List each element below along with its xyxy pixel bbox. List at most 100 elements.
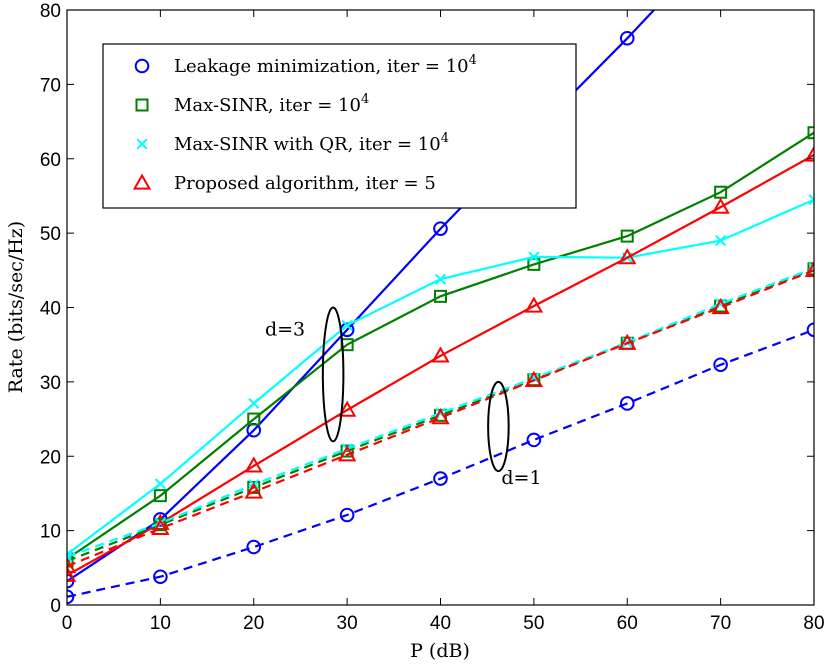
series-layer	[67, 10, 814, 605]
annotation-label: d=3	[265, 319, 305, 341]
y-tick-label: 80	[40, 1, 61, 22]
legend-marker	[135, 98, 149, 112]
y-tick-label: 70	[40, 75, 61, 96]
x-tick-label: 50	[523, 613, 544, 634]
data-point	[808, 194, 814, 206]
data-point	[337, 445, 357, 462]
data-point	[67, 556, 77, 573]
legend-label: Leakage minimization, iter = 104	[174, 53, 477, 77]
annotation-ellipse	[487, 380, 510, 473]
data-point	[807, 126, 814, 140]
legend-label: Max-SINR, iter = 104	[174, 92, 369, 116]
data-point	[67, 548, 73, 560]
legend-marker	[132, 173, 152, 190]
series-3	[67, 145, 814, 582]
data-point	[154, 478, 166, 490]
data-point	[619, 30, 635, 46]
data-point	[431, 346, 450, 363]
y-tick-label: 50	[40, 224, 61, 245]
data-point	[713, 357, 728, 373]
y-tick-label: 20	[40, 447, 61, 468]
x-tick-label: 20	[243, 613, 264, 634]
legend-entry: Max-SINR with QR, iter = 104	[136, 131, 449, 155]
data-point	[431, 408, 450, 425]
data-point	[151, 513, 170, 530]
legend-entry: Proposed algorithm, iter = 5	[132, 173, 436, 194]
series-4	[67, 322, 814, 605]
data-point	[711, 297, 730, 315]
legend-marker	[136, 138, 148, 150]
y-tick-label: 40	[40, 299, 61, 320]
data-point	[153, 489, 167, 503]
data-point	[620, 229, 634, 243]
series-line	[67, 10, 656, 583]
y-tick-label: 60	[40, 150, 61, 171]
x-tick-label: 80	[803, 613, 824, 634]
data-point	[244, 456, 263, 473]
tick-layer: 0 10 20 30 40 50 60 70 80 0 10 20 30 40 50 60 70 80	[40, 1, 825, 634]
y-tick-label: 30	[40, 373, 61, 394]
series-2	[67, 194, 814, 560]
data-point	[153, 569, 168, 585]
data-point	[526, 432, 542, 448]
x-tick-label: 40	[430, 613, 451, 634]
x-tick-label: 10	[150, 613, 171, 634]
data-point	[247, 412, 261, 426]
data-point	[715, 235, 727, 247]
data-point	[528, 251, 540, 263]
annotation-layer: d=3 d=1	[265, 306, 542, 489]
data-point	[434, 289, 447, 303]
data-point	[524, 296, 544, 313]
data-point	[248, 397, 260, 409]
legend-label: Max-SINR with QR, iter = 104	[174, 131, 449, 155]
data-point	[67, 551, 73, 563]
data-point	[67, 554, 74, 568]
data-point	[339, 507, 355, 523]
data-point	[434, 273, 447, 285]
data-point	[337, 400, 357, 417]
y-axis-label: Rate (bits/sec/Hz)	[5, 221, 27, 393]
data-point	[341, 319, 353, 331]
legend: Leakage minimization, iter = 104 Max-SINR…	[102, 43, 577, 209]
legend-entry: Max-SINR, iter = 104	[135, 92, 369, 116]
y-tick-label: 0	[50, 596, 61, 617]
data-point	[524, 370, 544, 388]
series-line	[67, 328, 814, 598]
data-point	[433, 221, 448, 236]
data-point	[67, 565, 77, 582]
data-point	[804, 145, 814, 162]
data-point	[619, 396, 635, 411]
x-tick-label: 30	[337, 613, 358, 634]
series-5	[67, 262, 814, 568]
series-line	[67, 267, 814, 563]
data-point	[246, 539, 262, 555]
series-line	[67, 154, 814, 577]
x-axis-label: P (dB)	[410, 640, 470, 662]
x-tick-label: 0	[62, 613, 73, 634]
x-tick-label: 70	[710, 613, 731, 634]
data-point	[807, 262, 814, 276]
legend-box	[102, 43, 577, 209]
legend-entry: Leakage minimization, iter = 104	[134, 53, 477, 77]
y-tick-label: 10	[40, 522, 61, 543]
data-point	[618, 333, 637, 350]
data-point	[711, 197, 730, 214]
data-point	[618, 248, 637, 265]
annotation-label: d=1	[501, 467, 541, 489]
x-tick-label: 60	[617, 613, 638, 634]
legend-marker	[134, 58, 150, 74]
annotation-ellipse	[321, 306, 345, 443]
data-point	[806, 322, 814, 338]
series-7	[67, 260, 814, 573]
data-point	[527, 257, 541, 271]
data-point	[804, 260, 814, 277]
series-line	[67, 269, 814, 568]
series-line	[67, 267, 814, 558]
data-point	[151, 518, 170, 536]
legend-label: Proposed algorithm, iter = 5	[174, 173, 436, 194]
data-point	[244, 482, 263, 499]
data-point	[433, 471, 448, 486]
series-line	[67, 131, 814, 560]
series-6	[67, 262, 814, 563]
